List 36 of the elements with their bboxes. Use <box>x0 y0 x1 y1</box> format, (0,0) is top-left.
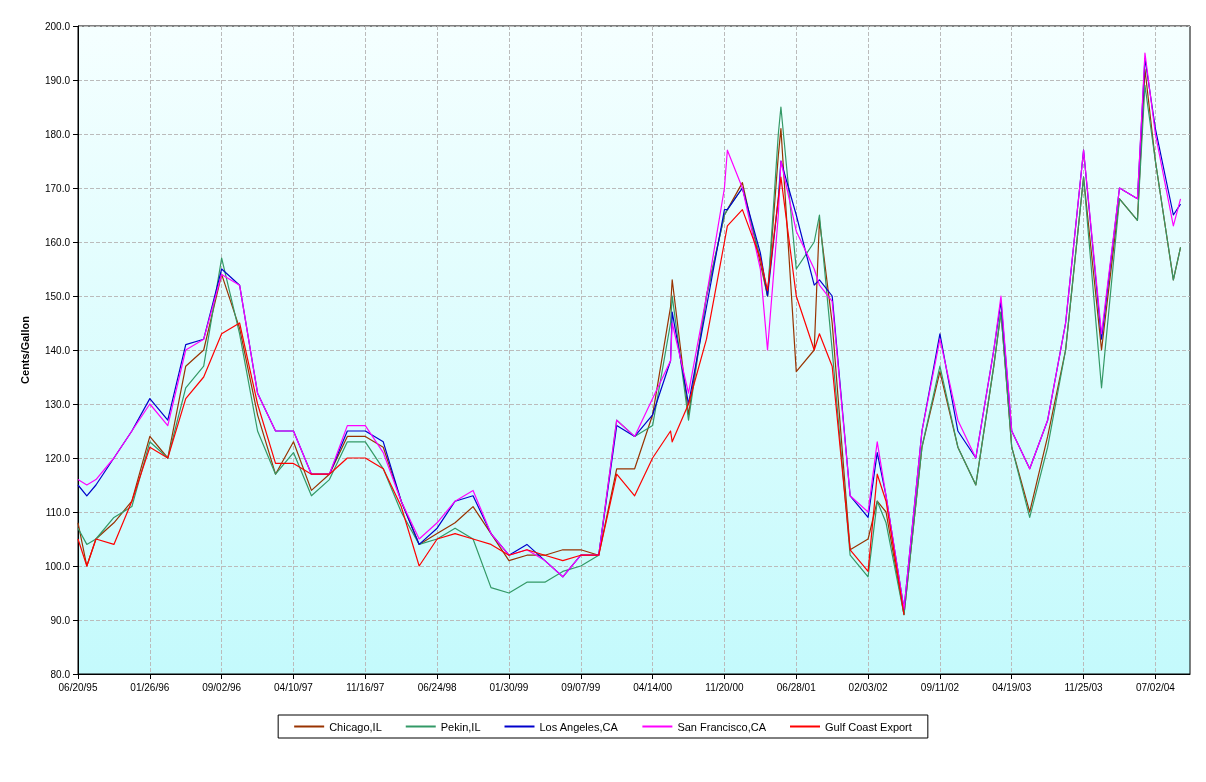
x-tick-label: 07/02/04 <box>1135 681 1176 693</box>
legend-label: Pekin,IL <box>440 720 481 733</box>
x-tick-label: 11/20/00 <box>705 681 744 693</box>
x-tick-label: 11/16/97 <box>346 681 385 693</box>
y-axis-title: Cents/Gallon <box>18 315 31 384</box>
y-tick-label: 200.0 <box>44 20 71 32</box>
legend-label: Chicago,IL <box>329 720 382 733</box>
y-tick-label: 130.0 <box>44 398 71 410</box>
x-tick-label: 04/19/03 <box>992 681 1032 693</box>
x-tick-label: 01/26/96 <box>130 681 170 693</box>
x-tick-label: 06/28/01 <box>776 681 817 693</box>
x-tick-label: 09/07/99 <box>561 681 601 693</box>
line-series <box>77 176 905 616</box>
x-tick-label: 11/25/03 <box>1064 681 1104 693</box>
legend-label: San Francisco,CA <box>677 720 767 733</box>
y-tick-label: 150.0 <box>44 290 71 302</box>
x-tick-label: 06/20/95 <box>58 681 98 693</box>
y-tick-label: 100.0 <box>44 560 71 572</box>
x-tick-label: 04/14/00 <box>633 681 673 693</box>
x-tick-label: 06/24/98 <box>417 681 458 693</box>
y-tick-label: 160.0 <box>44 236 71 248</box>
y-tick-label: 110.0 <box>45 506 71 518</box>
y-tick-label: 180.0 <box>44 128 71 140</box>
x-tick-label: 01/30/99 <box>489 681 529 693</box>
legend-label: Gulf Coast Export <box>825 720 912 733</box>
y-tick-label: 140.0 <box>44 344 71 356</box>
y-tick-label: 80.0 <box>50 668 71 680</box>
x-tick-label: 04/10/97 <box>274 681 314 693</box>
y-tick-label: 90.0 <box>50 614 71 626</box>
y-tick-label: 120.0 <box>44 452 71 464</box>
legend-label: Los Angeles,CA <box>539 720 619 733</box>
y-tick-label: 190.0 <box>44 74 71 86</box>
x-tick-label: 02/03/02 <box>848 681 888 693</box>
x-tick-label: 09/11/02 <box>920 681 960 693</box>
x-tick-label: 09/02/96 <box>202 681 242 693</box>
y-tick-label: 170.0 <box>44 182 71 194</box>
